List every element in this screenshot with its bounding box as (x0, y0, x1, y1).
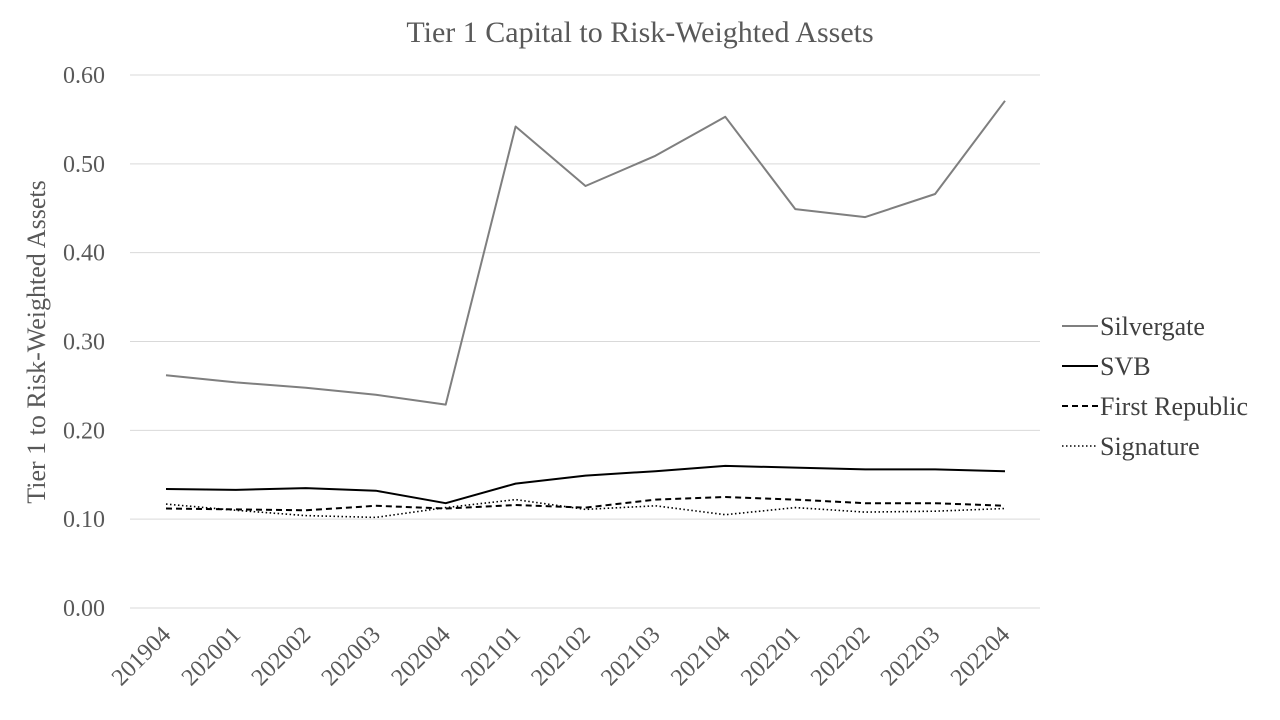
x-axis-ticks: 201904 202001 202002 202003 202004 202101 2021… (107, 622, 1015, 691)
y-tick-label: 0.10 (63, 507, 105, 533)
y-tick-label: 0.20 (63, 418, 105, 444)
y-tick-label: 0.60 (63, 63, 105, 89)
y-tick-label: 0.50 (63, 152, 105, 178)
series-line-svb (165, 464, 1006, 505)
y-axis-title: Tier 1 to Risk-Weighted Assets (22, 180, 51, 503)
y-tick-label: 0.40 (63, 241, 105, 267)
x-tick-label: 202003 (317, 622, 386, 691)
x-tick-label: 202102 (526, 622, 595, 691)
x-tick-label: 201904 (107, 622, 176, 691)
x-tick-label: 202004 (387, 622, 456, 691)
series-line-first-republic (165, 496, 1006, 512)
x-tick-label: 202104 (666, 622, 735, 691)
gridlines (130, 74, 1040, 609)
series-lines (165, 100, 1006, 519)
x-tick-label: 202201 (736, 622, 805, 691)
x-tick-label: 202204 (946, 622, 1015, 691)
series-line-signature (165, 498, 1006, 519)
legend-label: Silvergate (1100, 312, 1205, 341)
y-tick-label: 0.00 (63, 596, 105, 622)
legend-label: Signature (1100, 432, 1200, 461)
x-tick-label: 202103 (596, 622, 665, 691)
legend-label: SVB (1100, 352, 1151, 381)
y-axis-ticks: 0.00 0.10 0.20 0.30 0.40 0.50 0.60 (63, 63, 105, 622)
x-tick-label: 202101 (457, 622, 526, 691)
y-tick-label: 0.30 (63, 330, 105, 356)
x-tick-label: 202203 (876, 622, 945, 691)
series-line-silvergate (165, 100, 1006, 406)
x-tick-label: 202001 (177, 622, 246, 691)
chart-title: Tier 1 Capital to Risk-Weighted Assets (406, 16, 873, 49)
x-tick-label: 202202 (806, 622, 875, 691)
x-tick-label: 202002 (247, 622, 316, 691)
legend: Silvergate SVB First Republic Signature (1062, 312, 1248, 461)
legend-label: First Republic (1100, 392, 1248, 421)
